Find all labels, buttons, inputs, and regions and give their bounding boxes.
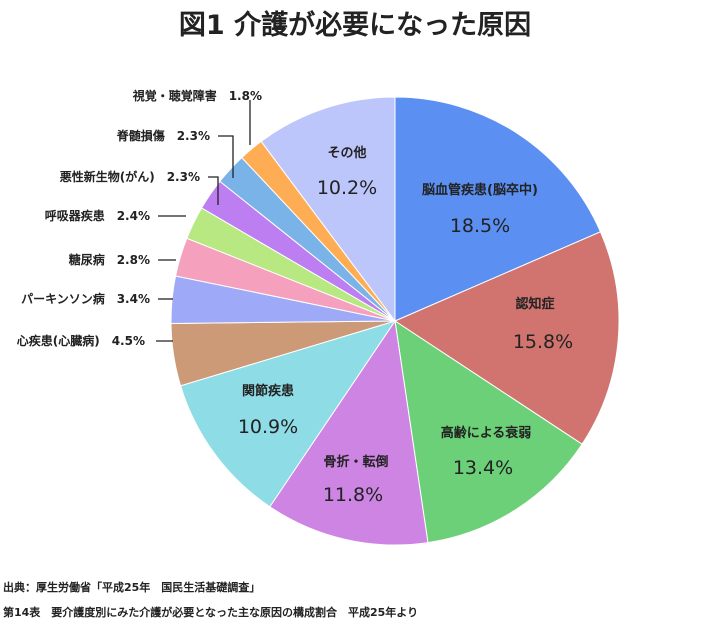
slice-5-label: 関節疾患 <box>242 383 294 399</box>
slice-5-wedge <box>179 320 397 508</box>
slice-11-label: 脊髄損傷 2.3% <box>116 128 210 143</box>
chart-title: 図1 介護が必要になった原因 <box>179 9 531 41</box>
slice-4-label: 骨折・転倒 <box>323 454 388 470</box>
slice-10-leader-line <box>208 176 219 205</box>
slice-2-wedge <box>393 231 620 445</box>
slice-3-wedge <box>394 319 583 544</box>
slice-12-label: 視覚・聴覚障害 1.8% <box>132 88 262 103</box>
slice-13-label: その他 <box>327 145 366 161</box>
pie-chart: 図1 介護が必要になった原因 脳血管疾患(脳卒中) 18.5% 認知症 15.8% 高齢… <box>17 9 620 546</box>
slice-8-label: 糖尿病 2.8% <box>69 252 150 267</box>
slice-labels: 脳血管疾患(脳卒中) 18.5% 認知症 15.8% 高齢による衰弱 13.4% 骨折・転倒… <box>17 88 573 506</box>
slice-11-leader-line <box>218 135 234 178</box>
slice-9-label: 呼吸器疾患 2.4% <box>45 208 150 223</box>
slice-2-value: 15.8% <box>513 331 573 353</box>
slice-2-label: 認知症 <box>515 296 554 312</box>
slice-3-value: 13.4% <box>453 457 513 479</box>
leader-lines <box>156 100 251 342</box>
slice-3-label: 高齢による衰弱 <box>441 425 532 441</box>
slice-10-label: 悪性新生物(がん) 2.3% <box>60 169 200 184</box>
slice-13-value: 10.2% <box>317 177 377 199</box>
slice-1-value: 18.5% <box>450 215 510 237</box>
slice-1-wedge <box>394 96 602 322</box>
pie-slices <box>170 96 620 546</box>
table-note: 第14表 要介護度別にみた介護が必要となった主な原因の構成割合 平成25年より <box>3 606 419 619</box>
slice-1-label: 脳血管疾患(脳卒中) <box>422 182 538 198</box>
slice-13-wedge <box>260 96 396 323</box>
slice-4-value: 11.8% <box>323 484 383 506</box>
slice-5-value: 10.9% <box>238 416 298 438</box>
slice-6-label: 心疾患(心臓病) 4.5% <box>17 333 145 348</box>
slice-7-label: パーキンソン病 3.4% <box>21 291 150 306</box>
source-note: 出典：厚生労働省「平成25年 国民生活基礎調査」 <box>3 581 261 594</box>
slice-4-wedge <box>269 319 429 546</box>
